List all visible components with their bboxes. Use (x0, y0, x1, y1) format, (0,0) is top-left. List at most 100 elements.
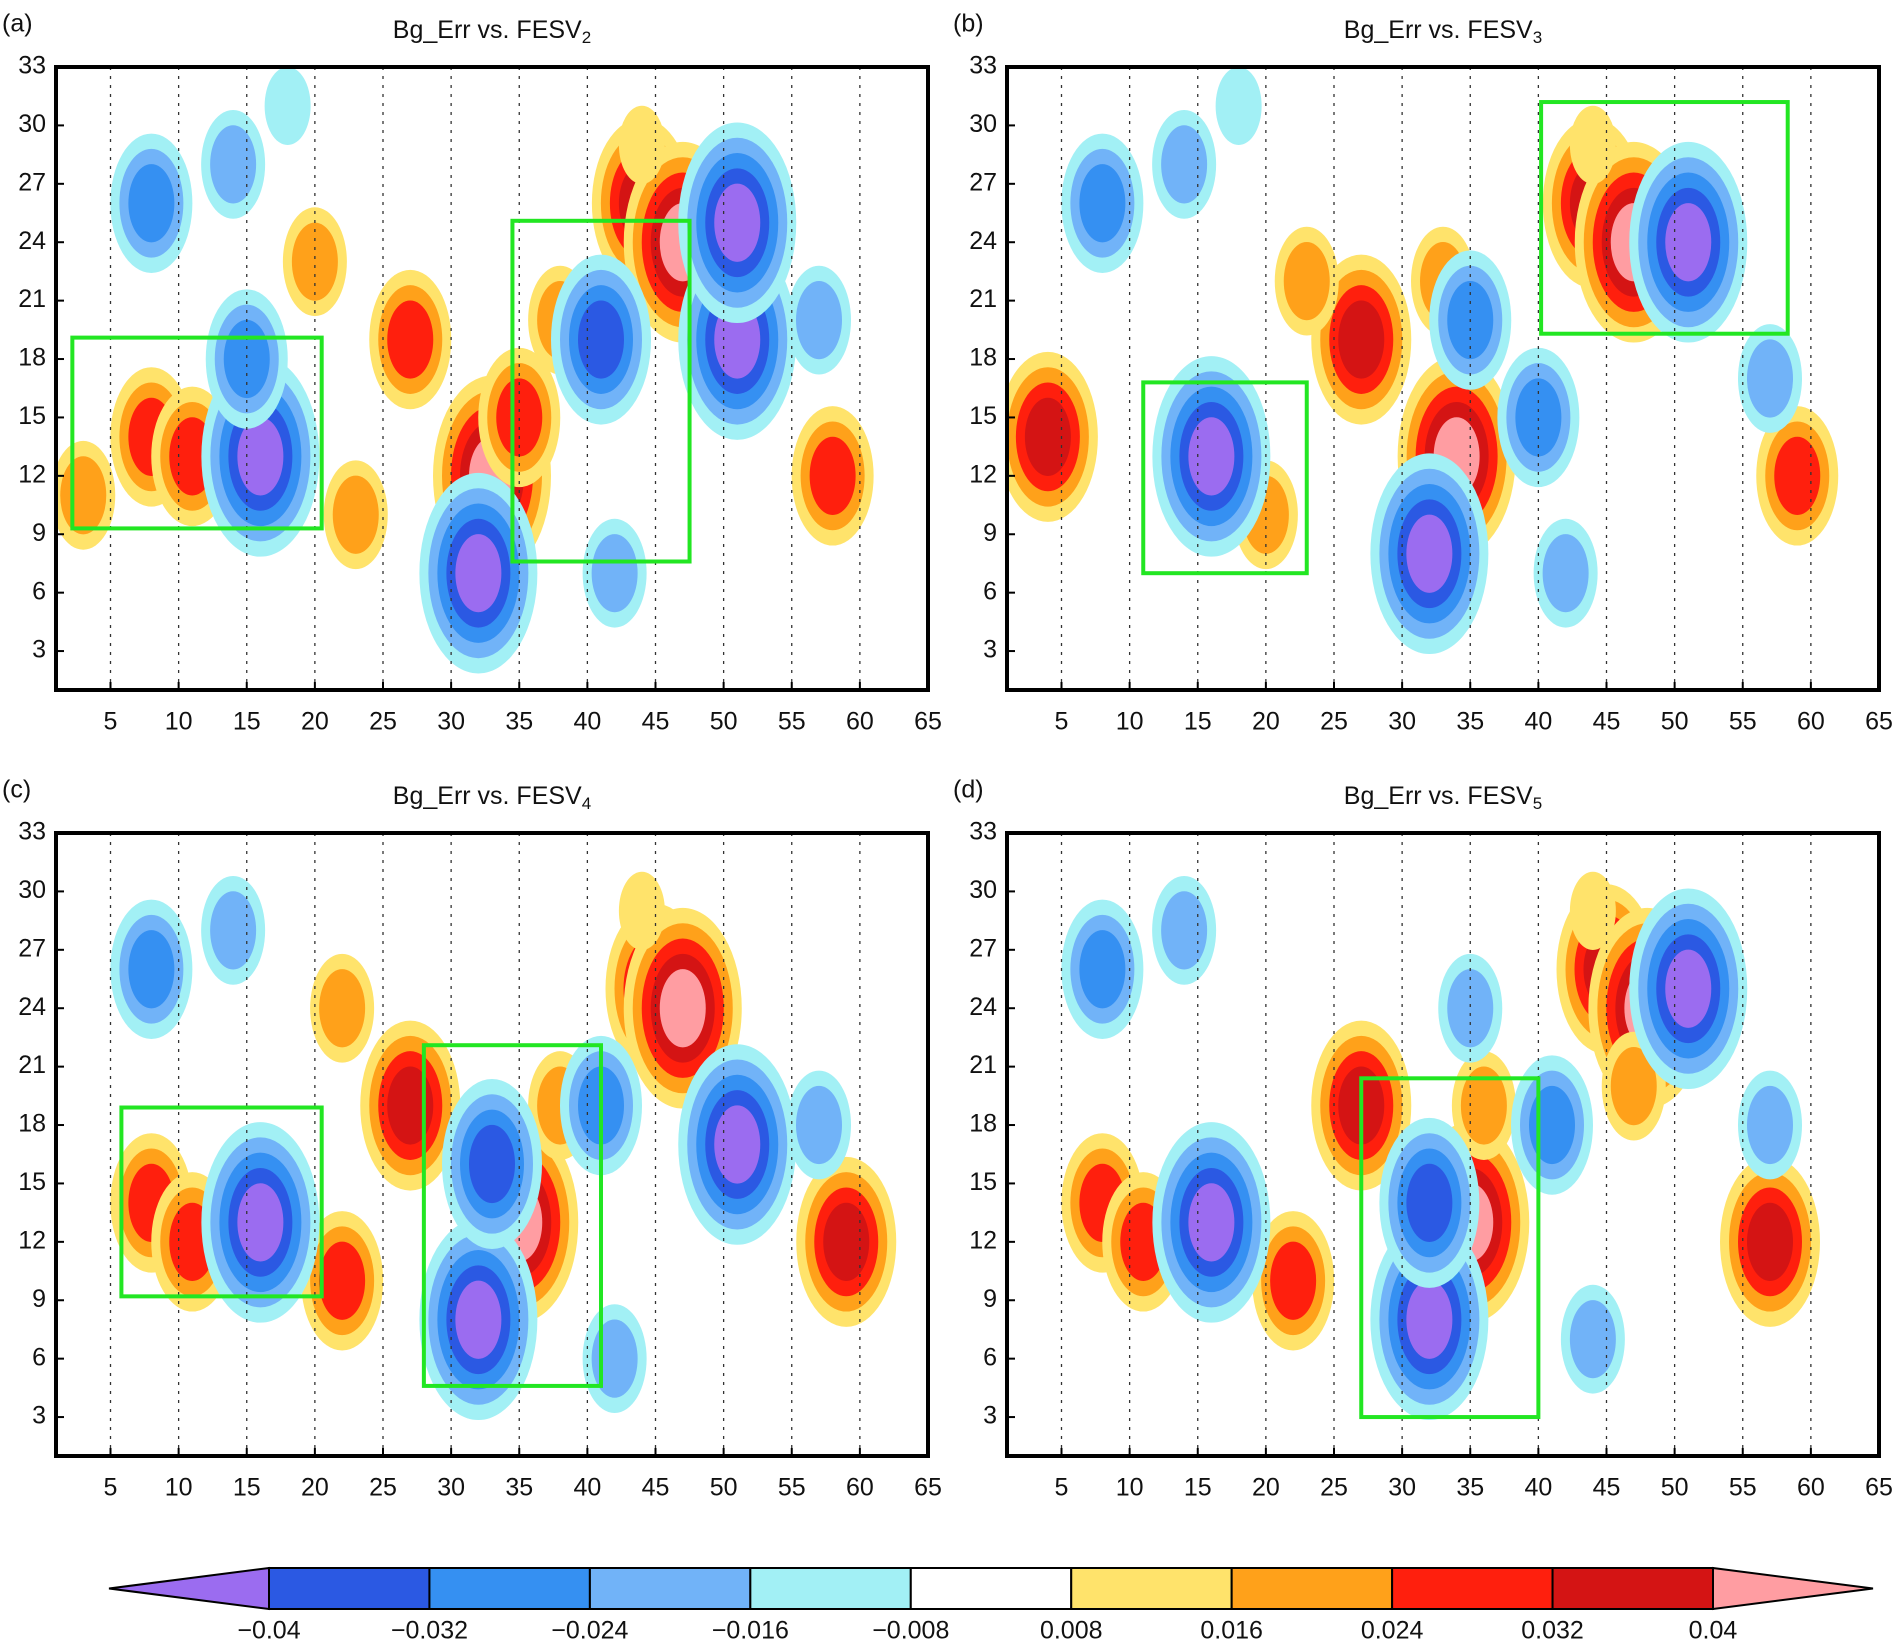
x-tick-label: 45 (642, 708, 670, 736)
x-tick-label: 25 (1320, 1474, 1348, 1502)
y-tick-label: 3 (32, 636, 46, 664)
field-blob (387, 1066, 434, 1145)
x-tick-label: 40 (573, 708, 601, 736)
highlight-box (510, 218, 692, 564)
plot-frame (54, 65, 930, 692)
x-tick-label: 55 (778, 708, 806, 736)
y-tick-label: 24 (18, 993, 46, 1021)
y-tick-label: 27 (969, 168, 997, 196)
colorbar-label: 0.024 (1361, 1617, 1424, 1645)
field-blob (1406, 514, 1453, 593)
y-tick-label: 33 (18, 52, 46, 80)
x-tick-label: 45 (642, 1474, 670, 1502)
y-tick-label: 33 (18, 818, 46, 846)
y-tick-label: 21 (969, 285, 997, 313)
field-blob (1665, 949, 1712, 1028)
x-tick-label: 50 (1661, 1474, 1689, 1502)
y-tick-label: 6 (983, 1343, 997, 1371)
field-blob (455, 1280, 502, 1359)
x-tick-label: 65 (914, 708, 942, 736)
colorbar-over (1712, 1566, 1874, 1611)
field-blob (1338, 300, 1385, 379)
x-tick-label: 25 (1320, 708, 1348, 736)
x-tick-label: 5 (104, 1474, 118, 1502)
panel-label: (b) (953, 10, 984, 38)
y-tick-label: 30 (969, 110, 997, 138)
field-blob (210, 125, 257, 204)
field-blob (1515, 378, 1562, 457)
field (110, 871, 897, 1421)
field-blob (60, 456, 107, 535)
y-tick-label: 12 (18, 1226, 46, 1254)
title-subscript: 3 (1533, 28, 1542, 47)
field-blob (128, 930, 175, 1009)
highlight-box (1359, 1076, 1541, 1420)
x-tick-label: 35 (505, 708, 533, 736)
x-tick-label: 65 (1865, 708, 1893, 736)
colorbar-segment (428, 1567, 591, 1610)
y-tick-label: 18 (969, 1110, 997, 1138)
field-blob (618, 105, 665, 184)
field-blob (1079, 164, 1126, 243)
field-blob (1406, 1280, 1453, 1359)
colorbar-label: 0.032 (1521, 1617, 1584, 1645)
field-blob (796, 280, 842, 360)
panel-label: (d) (953, 776, 984, 804)
title-text: Bg_Err vs. FESV (393, 16, 582, 44)
panel-label: (c) (2, 776, 31, 804)
field-blob (1569, 871, 1616, 950)
colorbar-label: 0.04 (1689, 1617, 1738, 1645)
field-blob (823, 1202, 870, 1281)
title-text: Bg_Err vs. FESV (1344, 782, 1533, 810)
title-subscript: 5 (1533, 794, 1542, 813)
x-tick-label: 10 (1116, 708, 1144, 736)
x-tick-label: 5 (1055, 1474, 1069, 1502)
x-tick-label: 65 (1865, 1474, 1893, 1502)
x-tick-label: 50 (710, 1474, 738, 1502)
x-tick-label: 45 (1593, 1474, 1621, 1502)
field-blob (1665, 203, 1712, 282)
panel-title: Bg_Err vs. FESV3 (1344, 16, 1542, 48)
y-tick-label: 15 (18, 402, 46, 430)
x-tick-label: 55 (1729, 1474, 1757, 1502)
y-tick-label: 6 (983, 577, 997, 605)
x-tick-label: 30 (437, 1474, 465, 1502)
field-blob (210, 891, 257, 970)
colorbar: −0.04 −0.032 −0.024 −0.016 −0.008 0.008 0.016 0… (108, 1566, 1874, 1645)
x-tick-label: 25 (369, 708, 397, 736)
field-blob (1024, 397, 1071, 477)
colorbar-segment (749, 1567, 912, 1610)
plot-frame (1005, 65, 1881, 692)
y-tick-label: 15 (969, 1168, 997, 1196)
field-blob (1542, 534, 1589, 613)
x-tick-label: 15 (233, 1474, 261, 1502)
y-tick-label: 9 (983, 1285, 997, 1313)
x-tick-label: 10 (165, 708, 193, 736)
field-blob (1188, 417, 1235, 496)
field-blob (1161, 891, 1208, 970)
x-tick-label: 20 (1252, 708, 1280, 736)
x-tick-label: 15 (233, 708, 261, 736)
y-tick-label: 18 (18, 1110, 46, 1138)
plot-frame (54, 831, 930, 1458)
y-tick-label: 24 (969, 993, 997, 1021)
x-tick-label: 55 (1729, 708, 1757, 736)
title-subscript: 4 (582, 794, 591, 813)
y-tick-label: 3 (983, 1402, 997, 1430)
x-tick-label: 30 (1388, 708, 1416, 736)
x-tick-label: 65 (914, 1474, 942, 1502)
field-blob (578, 300, 624, 379)
colorbar-label: 0.016 (1200, 1617, 1263, 1645)
field-blob (1529, 1085, 1575, 1165)
y-tick-label: 27 (18, 934, 46, 962)
field-blob (1569, 1300, 1616, 1379)
field-blob (264, 67, 311, 146)
y-tick-label: 33 (969, 52, 997, 80)
y-tick-label: 6 (32, 1343, 46, 1371)
field-blob (1447, 969, 1494, 1048)
x-tick-label: 40 (573, 1474, 601, 1502)
x-tick-label: 30 (437, 708, 465, 736)
